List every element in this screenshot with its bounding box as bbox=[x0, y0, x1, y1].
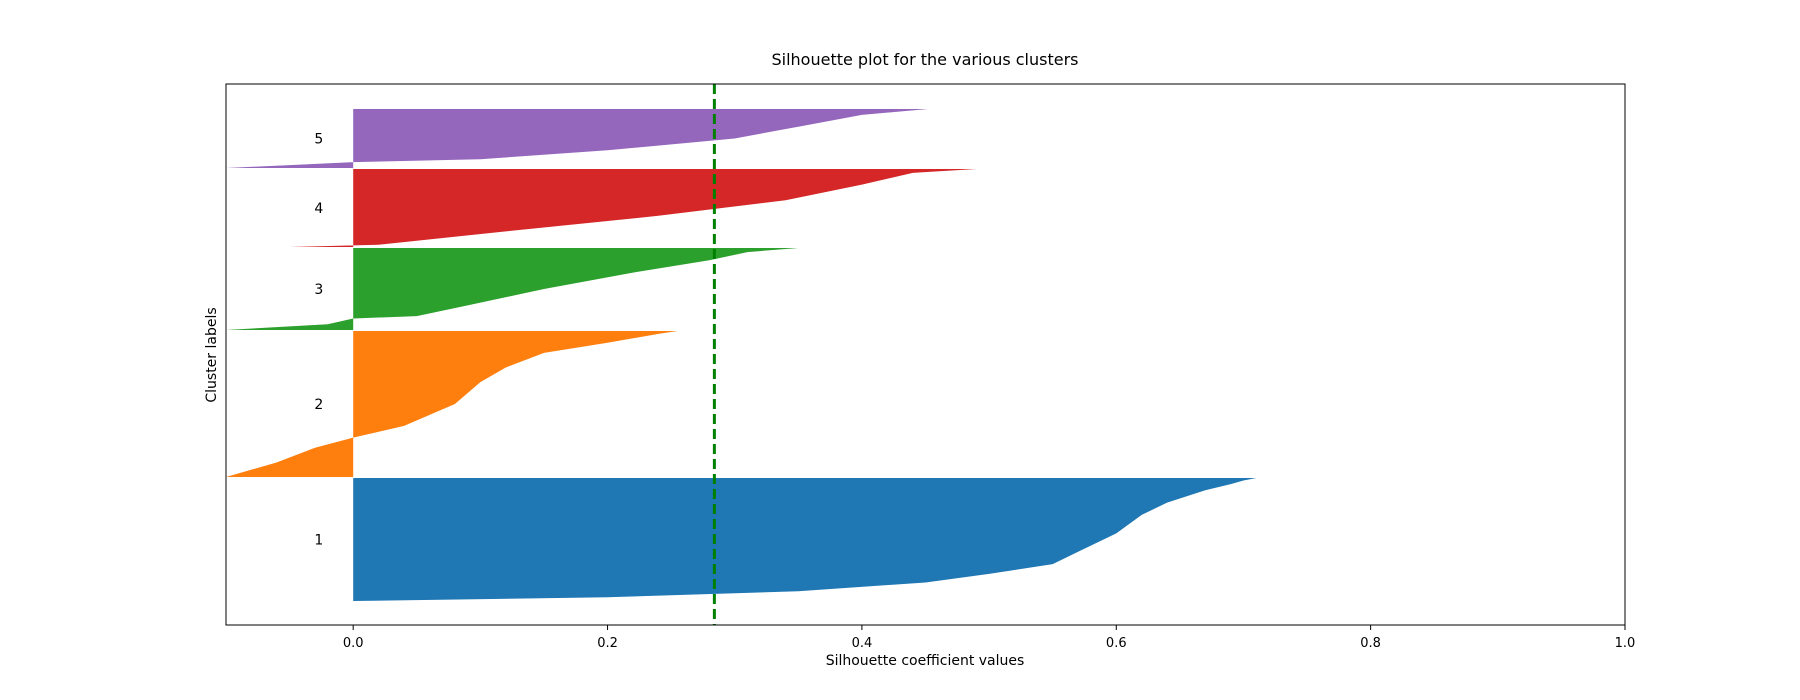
plot-frame bbox=[225, 83, 1626, 626]
y-axis-label: Cluster labels bbox=[204, 307, 220, 402]
x-tick-label: 1.0 bbox=[1615, 636, 1636, 651]
cluster-labels: 1 2 3 4 5 bbox=[314, 132, 323, 549]
x-tick-label: 0.6 bbox=[1106, 636, 1127, 651]
cluster-1-silhouette bbox=[353, 478, 1257, 601]
cluster-label-1: 1 bbox=[314, 533, 323, 549]
cluster-label-3: 3 bbox=[314, 282, 323, 298]
x-axis-label: Silhouette coefficient values bbox=[826, 653, 1025, 669]
x-tick-label: 0.4 bbox=[852, 636, 873, 651]
cluster-4-silhouette bbox=[289, 169, 977, 247]
x-axis-ticks: 0.0 0.2 0.4 0.6 0.8 1.0 bbox=[343, 625, 1636, 651]
cluster-label-2: 2 bbox=[314, 397, 323, 413]
cluster-3-silhouette bbox=[226, 248, 799, 330]
x-tick-label: 0.0 bbox=[343, 636, 364, 651]
cluster-5-silhouette bbox=[226, 109, 928, 168]
chart-title: Silhouette plot for the various clusters bbox=[771, 50, 1078, 69]
cluster-bars bbox=[226, 109, 1257, 601]
x-tick-label: 0.8 bbox=[1360, 636, 1381, 651]
x-tick-label: 0.2 bbox=[597, 636, 618, 651]
cluster-2-silhouette bbox=[226, 331, 678, 477]
cluster-label-5: 5 bbox=[314, 132, 323, 148]
cluster-label-4: 4 bbox=[314, 201, 323, 217]
